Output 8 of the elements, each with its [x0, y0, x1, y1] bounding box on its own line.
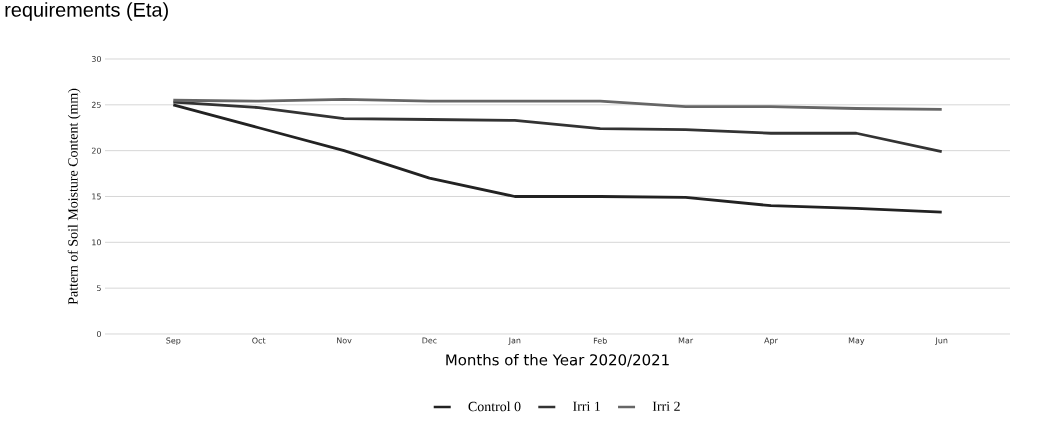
- y-axis-title: Pattern of Soil Moisture Content (mm): [67, 88, 81, 305]
- legend-label: Control 0: [468, 401, 521, 412]
- legend-label: Irri 2: [652, 401, 680, 411]
- line-series: [171, 103, 944, 214]
- legend-label: Irri 1: [573, 401, 600, 411]
- line-series: [171, 100, 944, 153]
- text: requirements (Eta): [5, 2, 168, 21]
- x-axis-title: Months of the Year 2020/2021: [446, 353, 669, 367]
